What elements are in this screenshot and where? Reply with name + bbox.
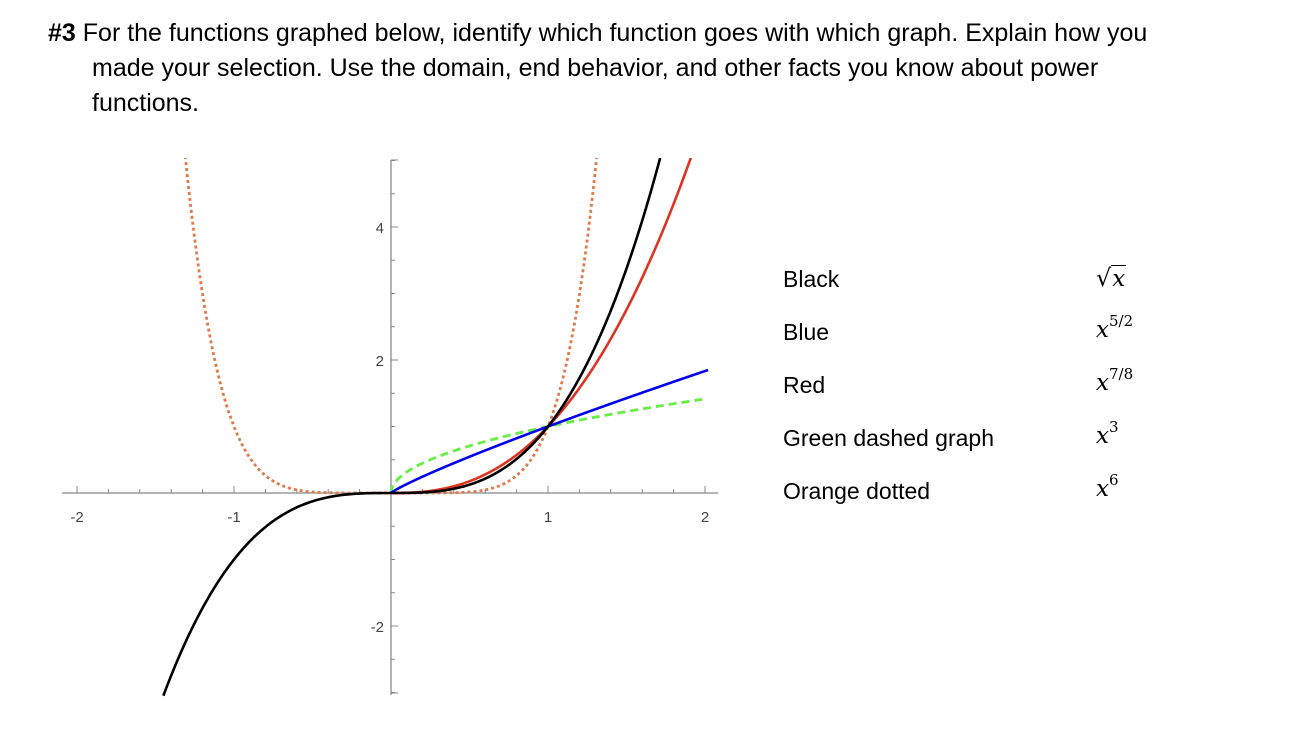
match-row: Green dashed graph x3 <box>783 420 1203 474</box>
y-tick-label: -2 <box>371 619 384 636</box>
function-exponent: 3 <box>1108 418 1119 436</box>
function-exponent: 7/8 <box>1108 365 1134 383</box>
graph-name-red: Red <box>783 372 826 398</box>
graph-name-blue: Blue <box>783 319 830 345</box>
graph-name-orange-dotted: Orange dotted <box>783 478 931 504</box>
function-exponent: 6 <box>1108 471 1119 489</box>
function-base: x <box>1096 423 1109 449</box>
problem-number: #3 <box>48 19 76 47</box>
function-exponent: 5/2 <box>1108 312 1134 330</box>
curve-green-dashed <box>389 397 706 494</box>
x-tick-label: 1 <box>544 509 552 526</box>
match-row: Black √x <box>783 262 1203 315</box>
tick-labels: -2 -1 1 2 -2 2 4 <box>70 220 709 636</box>
function-base: x <box>1111 265 1127 292</box>
y-tick-label: 2 <box>376 353 384 370</box>
match-row: Blue x5/2 <box>783 314 1203 368</box>
problem-statement: #3 For the functions graphed below, iden… <box>48 16 1268 121</box>
x-tick-label: 2 <box>701 509 709 526</box>
problem-line-3: functions. <box>92 89 200 117</box>
curve-black <box>162 158 662 697</box>
function-x-5-2: x5/2 <box>1096 314 1133 344</box>
function-base: x <box>1096 317 1109 343</box>
curves <box>162 158 709 697</box>
y-tick-label: 4 <box>376 220 384 237</box>
problem-line-2: made your selection. Use the domain, end… <box>92 54 1099 82</box>
curve-red <box>391 158 693 495</box>
curve-blue <box>390 368 709 495</box>
function-x-7-8: x7/8 <box>1096 367 1133 397</box>
graph-name-green-dashed: Green dashed graph <box>783 425 994 451</box>
axes <box>62 159 718 695</box>
function-x-3: x3 <box>1096 420 1119 450</box>
function-base: x <box>1096 476 1109 502</box>
x-tick-label: -1 <box>227 509 240 526</box>
function-sqrt-x: √x <box>1096 264 1127 292</box>
x-tick-label: -2 <box>70 509 83 526</box>
graph-name-black: Black <box>783 266 840 292</box>
function-x-6: x6 <box>1096 473 1119 503</box>
match-row: Orange dotted x6 <box>783 473 1203 527</box>
radical-symbol: √ <box>1096 264 1112 292</box>
matching-table: Black √x Blue x5/2 Red x7/8 Green dashed… <box>783 262 1203 527</box>
problem-text-1: For the functions graphed below, identif… <box>82 19 1148 47</box>
function-base: x <box>1096 370 1109 396</box>
match-row: Red x7/8 <box>783 367 1203 421</box>
problem-line-1: #3 For the functions graphed below, iden… <box>48 16 1268 51</box>
